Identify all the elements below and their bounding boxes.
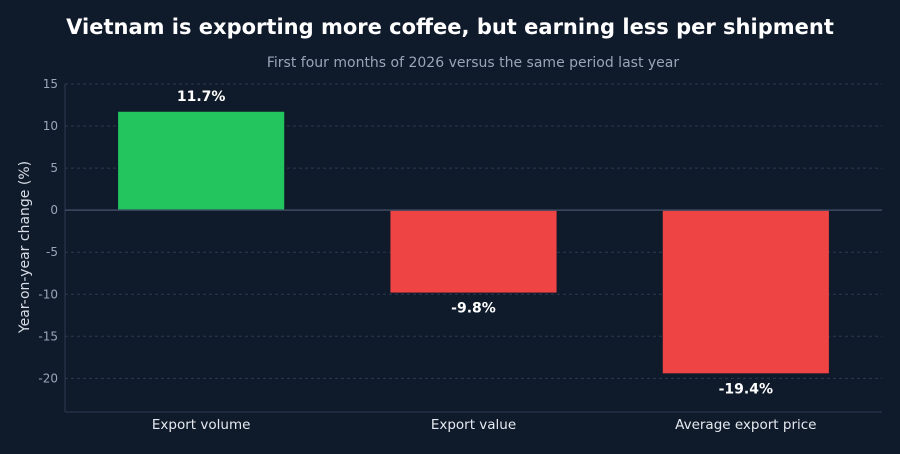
y-tick-label: 10 bbox=[43, 119, 58, 133]
bars bbox=[118, 111, 829, 374]
chart-subtitle: First four months of 2026 versus the sam… bbox=[267, 55, 679, 71]
data-label: -9.8% bbox=[451, 301, 496, 317]
data-label: 11.7% bbox=[177, 89, 226, 105]
y-axis-label: Year-on-year change (%) bbox=[17, 161, 33, 334]
y-tick-label: -15 bbox=[38, 329, 58, 343]
x-tick-labels: Export volume Export value Average export … bbox=[152, 417, 817, 433]
y-tick-label: 15 bbox=[43, 77, 58, 91]
bar bbox=[662, 210, 829, 374]
axes bbox=[64, 84, 882, 413]
data-labels: 11.7% -9.8% -19.4% bbox=[177, 89, 773, 398]
y-tick-labels: 15 10 5 0 -5 -10 -15 -20 bbox=[38, 77, 58, 385]
y-tick-label: -5 bbox=[46, 245, 58, 259]
y-tick-label: -10 bbox=[38, 287, 58, 301]
x-tick-label: Average export price bbox=[675, 417, 816, 433]
chart-title: Vietnam is exporting more coffee, but ea… bbox=[66, 15, 834, 39]
y-tick-label: -20 bbox=[38, 371, 58, 385]
x-tick-label: Export value bbox=[431, 417, 516, 433]
bar bbox=[118, 111, 285, 211]
x-tick-label: Export volume bbox=[152, 417, 251, 433]
data-label: -19.4% bbox=[719, 381, 773, 397]
bar bbox=[390, 210, 557, 293]
y-tick-label: 5 bbox=[50, 161, 58, 175]
y-tick-label: 0 bbox=[50, 203, 58, 217]
